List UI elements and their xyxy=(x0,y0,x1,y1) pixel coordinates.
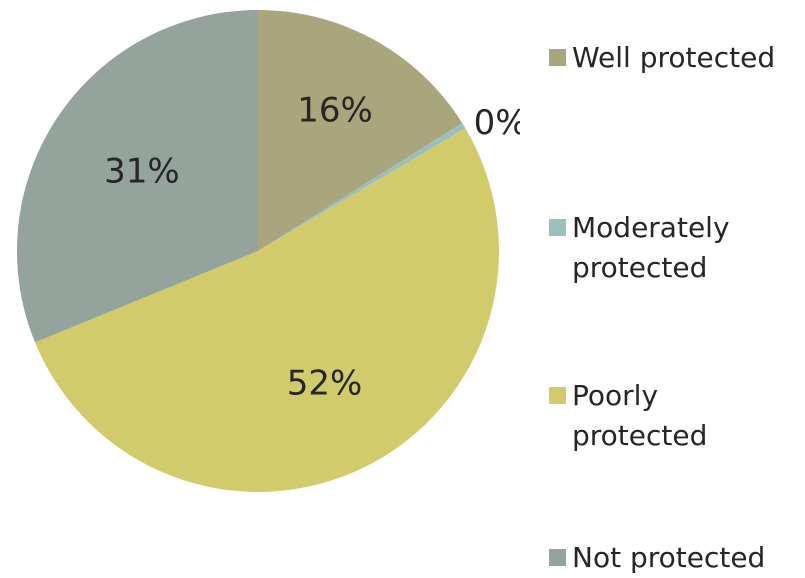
legend-item-poorly-protected: Poorly protected xyxy=(549,376,782,456)
legend: Well protected Moderately protected Poor… xyxy=(549,0,805,577)
legend-swatch-well-protected xyxy=(549,49,566,66)
legend-item-well-protected: Well protected xyxy=(549,38,782,78)
pie-slices xyxy=(16,10,499,492)
legend-swatch-not-protected xyxy=(549,549,566,566)
data-label-moderately-protected: 0% xyxy=(474,103,520,143)
pie-slice-moderately-protected xyxy=(258,123,466,251)
legend-label-not-protected: Not protected xyxy=(572,541,766,574)
data-label-well-protected: 16% xyxy=(297,90,373,130)
pie-slice-poorly-protected xyxy=(34,128,499,492)
legend-item-moderately-protected: Moderately protected xyxy=(549,208,782,288)
pie-chart: 16% 0% 52% 31% xyxy=(16,10,520,492)
data-label-poorly-protected: 52% xyxy=(287,363,363,403)
legend-swatch-moderately-protected xyxy=(549,219,566,236)
legend-label-well-protected: Well protected xyxy=(572,41,776,74)
pie-slice-not-protected xyxy=(16,10,258,343)
legend-label-poorly-protected: Poorly protected xyxy=(572,379,708,452)
legend-label-moderately-protected: Moderately protected xyxy=(572,211,730,284)
legend-swatch-poorly-protected xyxy=(549,387,566,404)
pie-slice-well-protected xyxy=(258,10,463,251)
pie-data-labels: 16% 0% 52% 31% xyxy=(104,90,520,403)
data-label-not-protected: 31% xyxy=(104,152,180,192)
legend-item-not-protected: Not protected xyxy=(549,538,782,578)
